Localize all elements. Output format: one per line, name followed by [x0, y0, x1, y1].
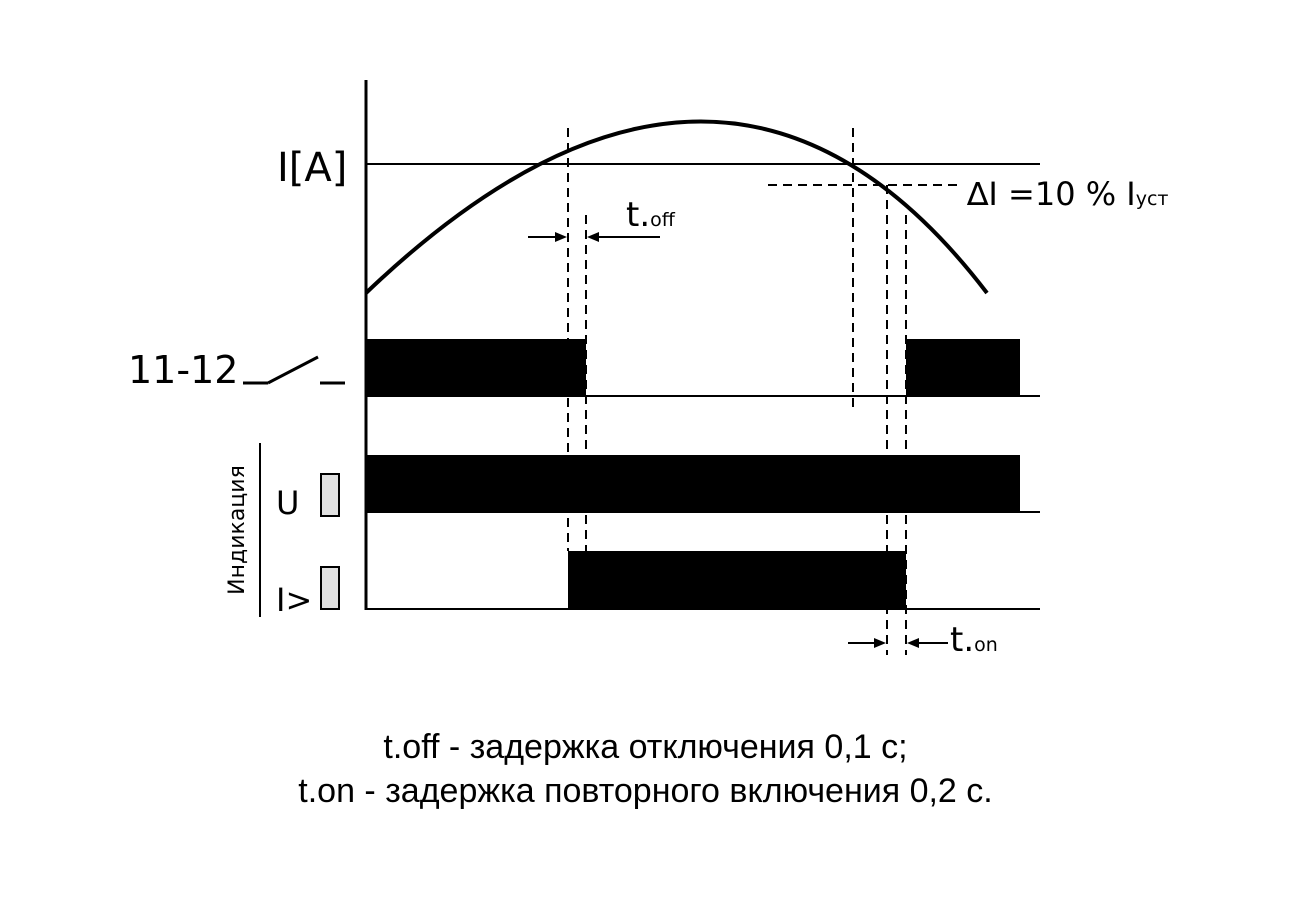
hysteresis-label: ∆I =10 % Iуст [967, 175, 1169, 213]
ton-arrowhead-right [907, 638, 919, 648]
i-lamp-icon [320, 566, 340, 610]
contact-label: 11-12 [128, 348, 239, 392]
contact-closed-bar-2 [906, 339, 1020, 396]
contact-symbol-icon [243, 355, 345, 385]
ton-arrowhead-left [874, 638, 886, 648]
note-line-2: t.on - задержка повторного включения 0,2… [298, 772, 993, 810]
indication-label: Индикация [225, 465, 250, 595]
toff-arrowhead-left [555, 232, 567, 242]
current-axis-label: I[A] [277, 145, 348, 191]
t-on-label: t.on [950, 620, 998, 660]
i-on-bar [568, 551, 906, 609]
contact-closed-bar-1 [366, 339, 586, 396]
u-label: U [276, 484, 300, 522]
t-off-label: t.off [626, 195, 675, 235]
i-over-label: I> [276, 581, 313, 619]
u-on-bar [366, 455, 1020, 512]
toff-arrowhead-right [587, 232, 599, 242]
u-lamp-icon [320, 473, 340, 517]
current-curve [364, 119, 989, 295]
note-line-1: t.off - задержка отключения 0,1 с; [383, 728, 908, 766]
